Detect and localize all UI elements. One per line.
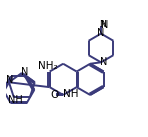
Text: NH: NH bbox=[63, 89, 79, 99]
Text: N: N bbox=[6, 75, 13, 85]
Text: N: N bbox=[99, 20, 106, 29]
Text: N: N bbox=[101, 20, 109, 30]
Text: NH₂: NH₂ bbox=[38, 61, 58, 71]
Text: N: N bbox=[21, 67, 28, 77]
Text: O: O bbox=[50, 90, 59, 100]
Text: N: N bbox=[97, 28, 104, 38]
Text: N: N bbox=[100, 57, 107, 67]
Text: NH: NH bbox=[8, 95, 22, 105]
